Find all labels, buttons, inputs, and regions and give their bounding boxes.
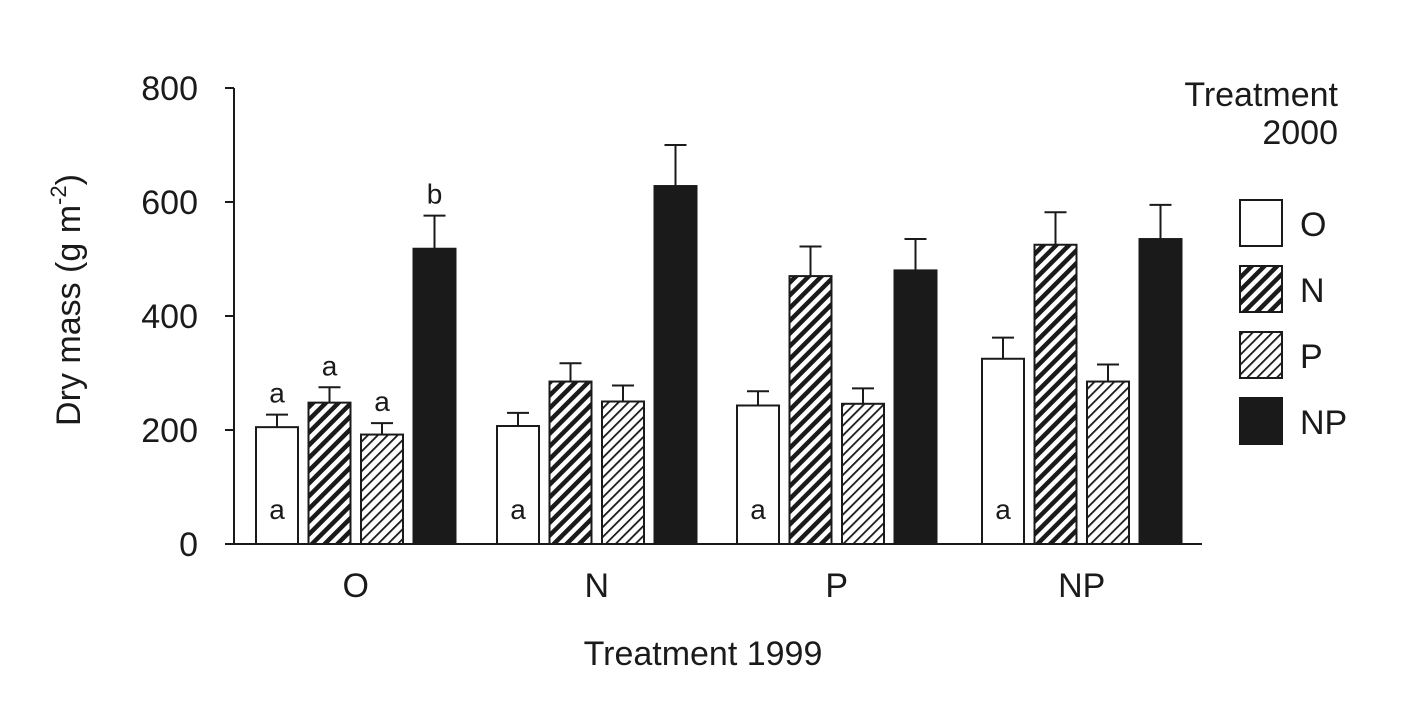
- x-axis-label: Treatment 1999: [584, 635, 823, 673]
- bar-inner-label: a: [269, 494, 285, 525]
- y-tick-label: 200: [141, 412, 198, 450]
- bar: [841, 402, 885, 545]
- x-tick-label: N: [584, 567, 609, 605]
- bar-inner-label: a: [750, 494, 766, 525]
- y-axis-label-close: ): [50, 174, 88, 185]
- bar: [307, 401, 352, 546]
- y-ticks: 0 200 400 600 800: [141, 70, 234, 564]
- significance-label: b: [427, 179, 443, 210]
- y-axis-label: Dry mass (g m-2): [46, 174, 88, 426]
- legend-label: O: [1300, 206, 1326, 244]
- bar: [788, 275, 833, 545]
- significance-label: a: [374, 386, 390, 417]
- bar: [653, 185, 698, 545]
- y-tick-label: 400: [141, 298, 198, 336]
- bar-inner-label: a: [510, 494, 526, 525]
- y-tick-label: 0: [179, 526, 198, 564]
- bar: [981, 357, 1025, 545]
- y-tick-label: 600: [141, 184, 198, 222]
- legend-label: P: [1300, 338, 1323, 376]
- significance-label: a: [269, 378, 285, 409]
- bar: [1086, 380, 1130, 545]
- bar: [255, 426, 299, 545]
- bar: [412, 247, 457, 546]
- significance-label: a: [322, 350, 338, 381]
- bar: [893, 269, 938, 545]
- bar: [1033, 243, 1078, 545]
- bar: [601, 400, 645, 545]
- bar: [496, 425, 540, 546]
- legend-label: NP: [1300, 404, 1347, 442]
- x-tick-labels: O N P NP: [343, 567, 1106, 605]
- bar: [1138, 238, 1183, 546]
- y-tick-label: 800: [141, 70, 198, 108]
- y-axis-label-main: Dry mass (g m: [50, 205, 88, 426]
- legend-swatch: [1239, 331, 1283, 379]
- x-tick-label: NP: [1058, 567, 1105, 605]
- x-tick-label: O: [343, 567, 369, 605]
- x-tick-label: P: [825, 567, 848, 605]
- legend-swatch: [1239, 265, 1283, 313]
- bar: [736, 404, 780, 545]
- bar: [360, 433, 404, 545]
- bars: a a a a b a a a: [255, 144, 1183, 546]
- bar-inner-label: a: [995, 494, 1011, 525]
- legend-label: N: [1300, 272, 1325, 310]
- legend-swatch: [1239, 397, 1283, 445]
- legend-swatch: [1239, 199, 1283, 247]
- y-axis-label-exponent: -2: [46, 185, 71, 205]
- bar: [548, 380, 593, 545]
- legend-title-line1: Treatment: [1184, 76, 1338, 114]
- legend-title-line2: 2000: [1262, 114, 1338, 152]
